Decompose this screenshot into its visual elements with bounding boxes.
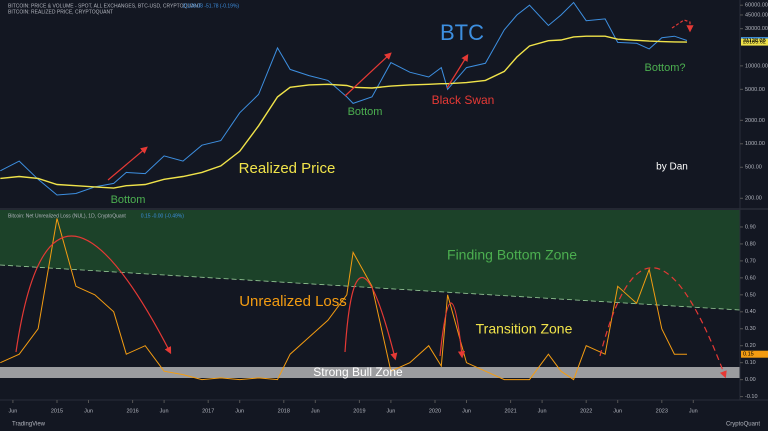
annotation: Bottom: [111, 194, 146, 206]
y-tick-label: 45000.00: [745, 12, 768, 18]
annotation: Strong Bull Zone: [313, 365, 403, 379]
y-tick-label: 0.20: [745, 343, 756, 349]
y-tick-label: 30000.00: [745, 26, 768, 32]
annotation: Finding Bottom Zone: [447, 247, 577, 263]
arc-arrow: [599, 267, 727, 379]
price-tag: 21128.08: [743, 38, 766, 44]
series-header: Bitcoin: Net Unrealized Loss (NUL), 1D, …: [8, 213, 126, 219]
arrow: [107, 146, 148, 181]
y-tick-label: 0.60: [745, 275, 756, 281]
x-tick-label: Jun: [386, 408, 395, 414]
x-tick-label: 2016: [126, 408, 138, 414]
price-tag-box: [741, 38, 768, 46]
x-tick-label: Jun: [235, 408, 244, 414]
arrow: [446, 53, 469, 89]
x-tick-label: Jun: [538, 408, 547, 414]
annotation: Realized Price: [239, 160, 336, 177]
plot: [0, 1, 768, 403]
zone-boundary: [0, 264, 741, 311]
arrows: [15, 19, 727, 379]
x-tick-label: 2022: [580, 408, 592, 414]
annotation: Black Swan: [432, 93, 495, 107]
y-tick-label: 200.00: [745, 196, 762, 202]
x-tick-label: Jun: [160, 408, 169, 414]
x-tick-label: 2020: [429, 408, 441, 414]
status: 0.15 -0.00 (-0.49%): [141, 213, 184, 219]
price-tag-box: [741, 350, 768, 358]
y-tick-label: 5000.00: [745, 87, 765, 93]
arc-arrow: [439, 302, 466, 359]
strong-bull-zone: [0, 367, 740, 378]
y-tick-label: 0.80: [745, 241, 756, 247]
arc-arrow: [15, 235, 172, 355]
x-tick-label: Jun: [689, 408, 698, 414]
annotation: Unrealized Loss: [239, 293, 347, 310]
x-tick-label: Jun: [462, 408, 471, 414]
y-tick-label: 60000.00: [745, 3, 768, 9]
series-line: [0, 218, 687, 381]
x-tick-label: 2023: [656, 408, 668, 414]
y-tick-label: 0.70: [745, 258, 756, 264]
y-tick-label: 0.50: [745, 292, 756, 298]
annotation: Bottom?: [645, 62, 686, 74]
series-line: [0, 1, 688, 196]
x-tick-label: 2021: [504, 408, 516, 414]
y-tick-label: -0.10: [745, 394, 758, 400]
y-tick-label: 0.30: [745, 326, 756, 332]
y-tick-label: 500.00: [745, 165, 762, 171]
status: 21128.08 -51.78 (-0.19%): [182, 3, 239, 9]
y-tick-label: 2000.00: [745, 118, 765, 124]
finding-bottom-zone: [0, 210, 740, 310]
y-tick-label: 0.10: [745, 360, 756, 366]
footer-left: TradingView: [12, 422, 46, 428]
annotation: by Dan: [656, 162, 688, 173]
price-tag: 0.15: [743, 352, 754, 358]
labels: 60000.00 45000.00 30000.00 10000.00 5000.00 2…: [8, 3, 768, 415]
series-line: [0, 35, 688, 189]
x-tick-label: Jun: [84, 408, 93, 414]
annotation: BTC: [440, 20, 484, 45]
arc-arrow: [344, 276, 398, 361]
arrow: [344, 52, 392, 97]
arrow: [671, 19, 694, 33]
footer-right: CryptoQuant: [726, 422, 760, 428]
x-tick-label: Jun: [8, 408, 17, 414]
series-header: BITCOIN: REALIZED PRICE, CRYPTOQUANT: [8, 9, 113, 15]
x-tick-label: 2018: [278, 408, 290, 414]
x-tick-label: 2017: [202, 408, 214, 414]
x-tick-label: 2019: [353, 408, 365, 414]
x-tick-label: Jun: [311, 408, 320, 414]
annotation: Transition Zone: [476, 321, 573, 337]
y-tick-label: 10000.00: [745, 63, 768, 69]
series-header: BITCOIN: PRICE & VOLUME - SPOT, ALL EXCH…: [8, 3, 201, 9]
y-tick-label: 1000.00: [745, 141, 765, 147]
y-tick-label: 0.00: [745, 377, 756, 383]
y-tick-label: 0.90: [745, 224, 756, 230]
price-tag: 20185.62: [743, 40, 766, 46]
annotation: Bottom: [348, 106, 383, 118]
x-tick-label: Jun: [613, 408, 622, 414]
x-tick-label: 2015: [51, 408, 63, 414]
y-tick-label: 0.40: [745, 309, 756, 315]
